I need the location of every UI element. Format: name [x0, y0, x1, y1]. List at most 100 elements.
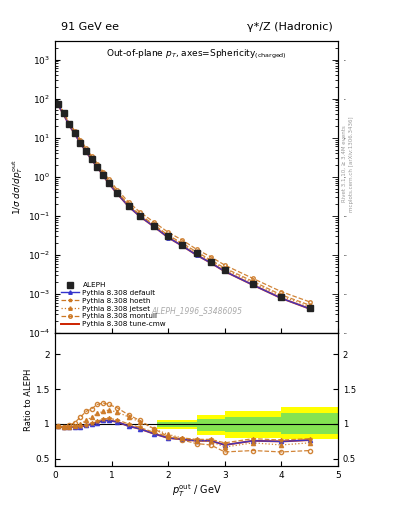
Pythia 8.308 jetset [61, 110, 66, 116]
Pythia 8.308 tune-cmw [251, 282, 255, 288]
Text: Out-of-plane $p_T$, axes=Sphericity$_{\rm (charged)}$: Out-of-plane $p_T$, axes=Sphericity$_{\r… [106, 48, 287, 61]
Pythia 8.308 montull [152, 219, 156, 225]
Pythia 8.308 tune-cmw [72, 131, 77, 137]
Pythia 8.308 hoeth [307, 302, 312, 308]
Pythia 8.308 default [61, 111, 66, 117]
Pythia 8.308 montull [90, 153, 94, 159]
Pythia 8.308 jetset [72, 130, 77, 136]
Pythia 8.308 hoeth [194, 249, 199, 255]
Pythia 8.308 hoeth [251, 279, 255, 285]
Pythia 8.308 hoeth [180, 240, 185, 246]
Pythia 8.308 hoeth [55, 101, 60, 107]
Pythia 8.308 jetset [152, 222, 156, 228]
Pythia 8.308 hoeth [138, 211, 142, 218]
Pythia 8.308 tune-cmw [222, 268, 227, 274]
Pythia 8.308 tune-cmw [279, 295, 284, 302]
Pythia 8.308 default [67, 122, 72, 128]
Pythia 8.308 default [138, 214, 142, 220]
Pythia 8.308 tune-cmw [107, 180, 111, 186]
Pythia 8.308 montull [101, 168, 105, 175]
Pythia 8.308 jetset [55, 101, 60, 107]
Pythia 8.308 hoeth [67, 120, 72, 126]
Text: ALEPH_1996_S3486095: ALEPH_1996_S3486095 [151, 307, 242, 315]
Pythia 8.308 hoeth [279, 292, 284, 298]
Pythia 8.308 jetset [166, 232, 171, 239]
Text: mcplots.cern.ch [arXiv:1306.3436]: mcplots.cern.ch [arXiv:1306.3436] [349, 116, 354, 211]
Pythia 8.308 default [84, 148, 88, 155]
Text: Rivet 3.1.10, ≥ 3.4M events: Rivet 3.1.10, ≥ 3.4M events [342, 125, 346, 202]
Pythia 8.308 default [194, 252, 199, 258]
Pythia 8.308 hoeth [101, 170, 105, 177]
Pythia 8.308 montull [72, 128, 77, 134]
Pythia 8.308 default [152, 224, 156, 230]
Pythia 8.308 montull [126, 199, 131, 205]
Pythia 8.308 jetset [251, 280, 255, 286]
Pythia 8.308 tune-cmw [101, 173, 105, 179]
Pythia 8.308 default [95, 164, 100, 170]
Pythia 8.308 jetset [138, 212, 142, 218]
Pythia 8.308 montull [67, 120, 72, 126]
Pythia 8.308 jetset [222, 266, 227, 272]
Pythia 8.308 tune-cmw [78, 140, 83, 146]
Pythia 8.308 montull [251, 275, 255, 282]
Pythia 8.308 default [107, 180, 111, 186]
Pythia 8.308 hoeth [126, 202, 131, 208]
Y-axis label: $1/\sigma\;d\sigma/dp_T^{\rm out}$: $1/\sigma\;d\sigma/dp_T^{\rm out}$ [10, 159, 25, 215]
Pythia 8.308 hoeth [90, 155, 94, 161]
Pythia 8.308 jetset [84, 147, 88, 154]
Line: Pythia 8.308 hoeth: Pythia 8.308 hoeth [56, 102, 311, 307]
Pythia 8.308 hoeth [208, 257, 213, 263]
Pythia 8.308 jetset [194, 250, 199, 257]
Pythia 8.308 tune-cmw [90, 157, 94, 163]
Pythia 8.308 jetset [90, 156, 94, 162]
Pythia 8.308 tune-cmw [95, 164, 100, 170]
Pythia 8.308 tune-cmw [115, 190, 119, 197]
Pythia 8.308 hoeth [78, 138, 83, 144]
Pythia 8.308 default [307, 306, 312, 312]
Pythia 8.308 default [180, 243, 185, 249]
Pythia 8.308 montull [222, 262, 227, 268]
Line: Pythia 8.308 jetset: Pythia 8.308 jetset [56, 102, 311, 308]
Y-axis label: Ratio to ALEPH: Ratio to ALEPH [24, 368, 33, 431]
Pythia 8.308 default [101, 173, 105, 179]
Line: Pythia 8.308 montull: Pythia 8.308 montull [56, 101, 311, 304]
Pythia 8.308 jetset [78, 139, 83, 145]
Pythia 8.308 default [166, 234, 171, 241]
Pythia 8.308 montull [208, 253, 213, 260]
Pythia 8.308 hoeth [61, 110, 66, 116]
Pythia 8.308 tune-cmw [55, 102, 60, 108]
Pythia 8.308 tune-cmw [194, 252, 199, 258]
Pythia 8.308 tune-cmw [208, 260, 213, 266]
Text: 91 GeV ee: 91 GeV ee [61, 22, 119, 32]
Pythia 8.308 montull [194, 246, 199, 252]
Pythia 8.308 tune-cmw [166, 234, 171, 241]
Pythia 8.308 jetset [95, 163, 100, 169]
Pythia 8.308 montull [180, 237, 185, 243]
Text: γ*/Z (Hadronic): γ*/Z (Hadronic) [246, 22, 332, 32]
Pythia 8.308 default [279, 295, 284, 302]
Pythia 8.308 tune-cmw [61, 111, 66, 117]
Pythia 8.308 montull [95, 161, 100, 167]
Pythia 8.308 jetset [115, 189, 119, 196]
Pythia 8.308 tune-cmw [84, 148, 88, 155]
Pythia 8.308 jetset [279, 293, 284, 300]
Pythia 8.308 hoeth [115, 189, 119, 195]
Pythia 8.308 default [72, 131, 77, 137]
Pythia 8.308 montull [166, 229, 171, 236]
Pythia 8.308 jetset [126, 202, 131, 208]
Pythia 8.308 hoeth [166, 232, 171, 238]
Pythia 8.308 tune-cmw [126, 203, 131, 209]
Pythia 8.308 montull [61, 109, 66, 115]
Pythia 8.308 hoeth [222, 265, 227, 271]
Pythia 8.308 default [90, 157, 94, 163]
Legend: ALEPH, Pythia 8.308 default, Pythia 8.308 hoeth, Pythia 8.308 jetset, Pythia 8.3: ALEPH, Pythia 8.308 default, Pythia 8.30… [59, 280, 168, 330]
Pythia 8.308 montull [138, 209, 142, 215]
Pythia 8.308 hoeth [107, 178, 111, 184]
Pythia 8.308 hoeth [84, 147, 88, 153]
Pythia 8.308 montull [107, 176, 111, 182]
Pythia 8.308 tune-cmw [152, 224, 156, 230]
Pythia 8.308 montull [279, 289, 284, 295]
Pythia 8.308 jetset [208, 258, 213, 264]
Pythia 8.308 jetset [307, 304, 312, 310]
Pythia 8.308 hoeth [152, 222, 156, 228]
